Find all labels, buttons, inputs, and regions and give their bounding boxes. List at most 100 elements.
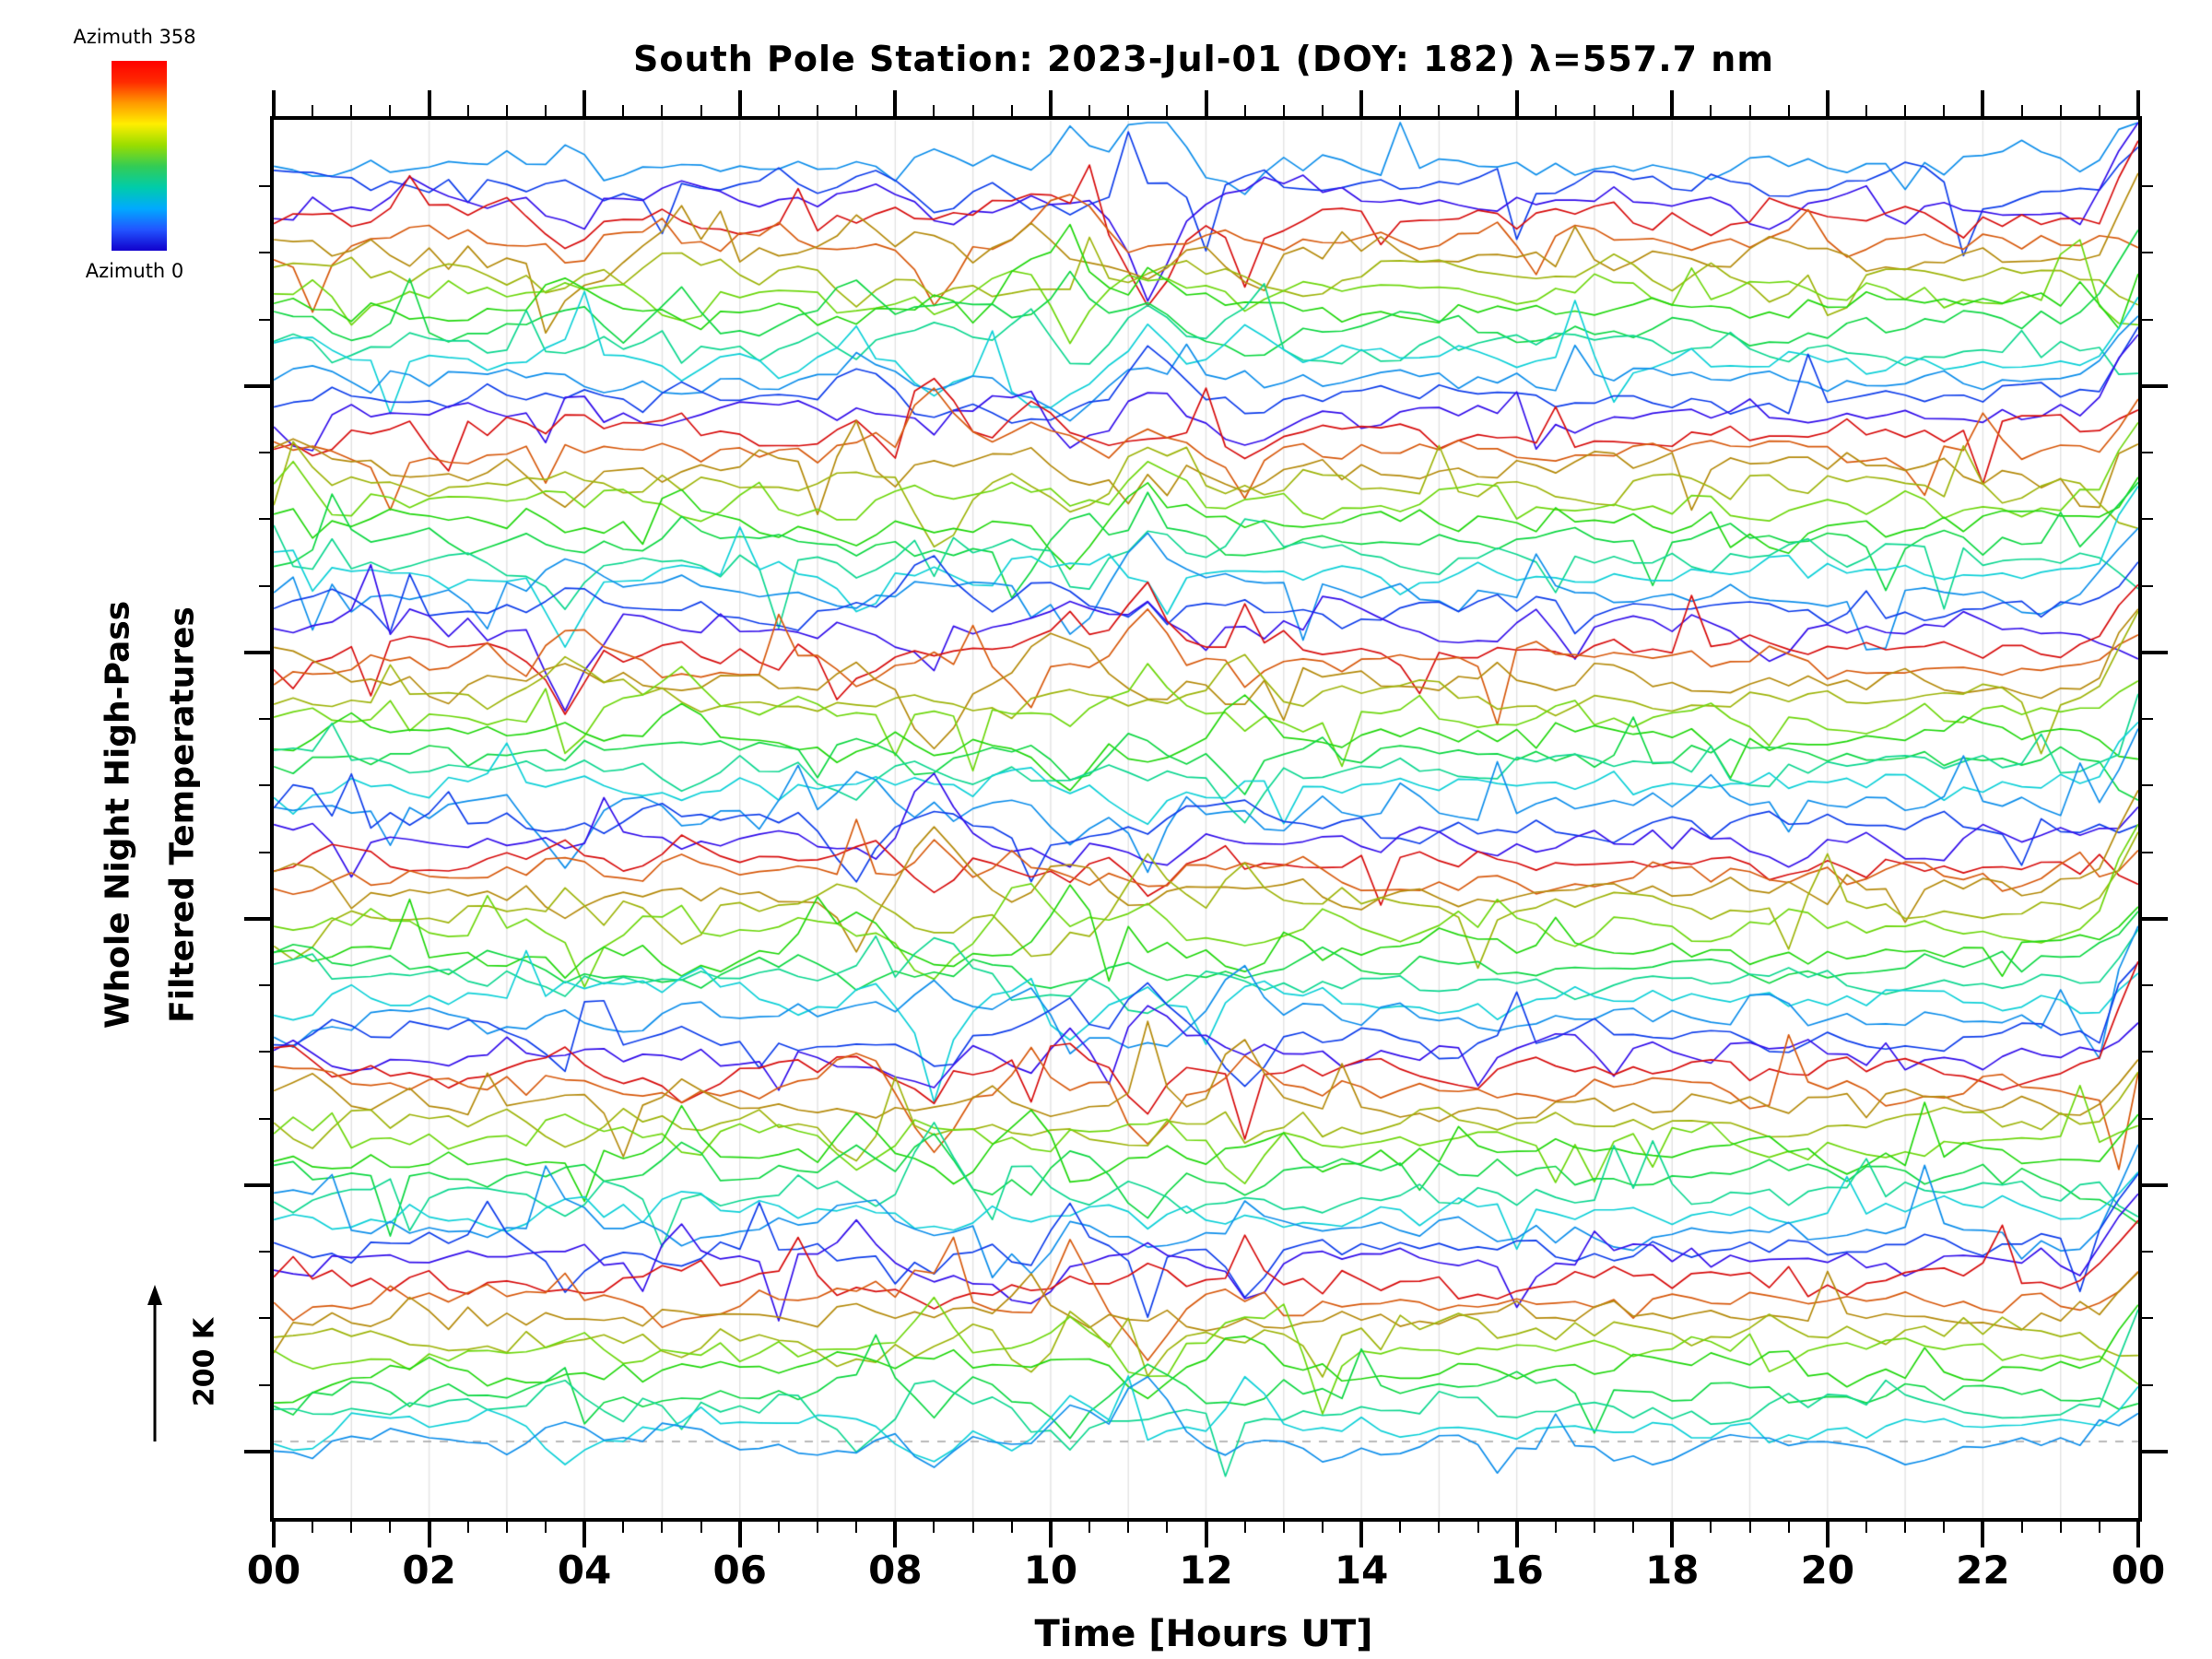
x-tick-label: 00 <box>2111 1547 2166 1593</box>
axis-tick <box>1127 105 1130 120</box>
x-tick-label: 10 <box>1023 1547 1078 1593</box>
axis-tick <box>1438 1518 1441 1533</box>
axis-tick <box>622 105 625 120</box>
axis-tick <box>1670 1518 1675 1547</box>
scale-marker-label: 200 K <box>188 1317 221 1407</box>
axis-tick <box>1048 1518 1053 1547</box>
axis-tick <box>1166 105 1169 120</box>
axis-tick <box>2138 1251 2153 1253</box>
axis-tick <box>1282 1518 1285 1533</box>
axis-tick <box>2020 105 2023 120</box>
axis-tick <box>971 105 974 120</box>
axis-tick <box>893 90 898 120</box>
axis-tick <box>1825 1518 1830 1547</box>
axis-tick <box>2098 105 2100 120</box>
axis-tick <box>505 1518 508 1533</box>
axis-tick <box>2138 252 2153 254</box>
axis-tick <box>1321 105 1324 120</box>
traces-canvas <box>274 120 2138 1518</box>
axis-tick <box>2020 1518 2023 1533</box>
axis-tick <box>737 1518 742 1547</box>
axis-tick <box>1399 1518 1402 1533</box>
y-axis-label-line2: Filtered Temperatures <box>163 606 202 1023</box>
axis-tick <box>350 105 353 120</box>
axis-tick <box>855 105 858 120</box>
axis-tick <box>2138 584 2153 587</box>
axis-tick <box>817 105 819 120</box>
axis-tick <box>1787 1518 1790 1533</box>
axis-tick <box>2138 185 2153 188</box>
axis-tick <box>244 383 274 388</box>
axis-tick <box>545 1518 547 1533</box>
axis-tick <box>1127 1518 1130 1533</box>
axis-tick <box>389 105 392 120</box>
axis-tick <box>312 1518 314 1533</box>
axis-tick <box>1204 1518 1208 1547</box>
axis-tick <box>1904 1518 1907 1533</box>
x-tick-label: 06 <box>712 1547 767 1593</box>
x-tick-label: 12 <box>1179 1547 1233 1593</box>
colorbar-bottom-label: Azimuth 0 <box>85 260 184 282</box>
axis-tick <box>1359 90 1364 120</box>
axis-tick <box>777 1518 780 1533</box>
axis-tick <box>1088 1518 1091 1533</box>
axis-tick <box>1166 1518 1169 1533</box>
axis-tick <box>244 1182 274 1187</box>
axis-tick <box>259 584 274 587</box>
axis-tick <box>1670 90 1675 120</box>
axis-tick <box>272 1518 276 1547</box>
axis-tick <box>2138 851 2153 853</box>
axis-tick <box>2138 383 2168 388</box>
axis-tick <box>1359 1518 1364 1547</box>
axis-tick <box>350 1518 353 1533</box>
axis-tick <box>259 252 274 254</box>
axis-tick <box>259 851 274 853</box>
axis-tick <box>1399 105 1402 120</box>
axis-tick <box>2059 1518 2062 1533</box>
axis-tick <box>1477 105 1479 120</box>
axis-tick <box>1593 1518 1595 1533</box>
axis-tick <box>700 105 702 120</box>
axis-tick <box>1748 105 1751 120</box>
axis-tick <box>259 1317 274 1320</box>
axis-tick <box>505 105 508 120</box>
axis-tick <box>2138 1317 2153 1320</box>
axis-tick <box>1514 90 1519 120</box>
axis-tick <box>1282 105 1285 120</box>
axis-tick <box>1243 105 1246 120</box>
axis-tick <box>259 1251 274 1253</box>
axis-tick <box>1204 90 1208 120</box>
axis-tick <box>259 1383 274 1386</box>
axis-tick <box>259 185 274 188</box>
axis-tick <box>1321 1518 1324 1533</box>
axis-tick <box>2138 984 2153 987</box>
axis-tick <box>700 1518 702 1533</box>
plot-area <box>244 90 2168 1547</box>
axis-tick <box>259 984 274 987</box>
x-tick-label: 16 <box>1489 1547 1544 1593</box>
axis-tick <box>661 1518 664 1533</box>
x-axis-title: Time [Hours UT] <box>1034 1613 1373 1655</box>
chart-title: South Pole Station: 2023-Jul-01 (DOY: 18… <box>633 39 1774 79</box>
axis-tick <box>1477 1518 1479 1533</box>
axis-tick <box>1010 105 1013 120</box>
axis-tick <box>1981 1518 1985 1547</box>
axis-tick <box>1748 1518 1751 1533</box>
axis-tick <box>1088 105 1091 120</box>
axis-tick <box>1243 1518 1246 1533</box>
axis-tick <box>622 1518 625 1533</box>
axis-tick <box>1904 105 1907 120</box>
axis-tick <box>933 105 935 120</box>
axis-tick <box>2138 318 2153 321</box>
axis-tick <box>1593 105 1595 120</box>
x-tick-label: 02 <box>402 1547 456 1593</box>
x-tick-labels: 00 02 04 06 08 10 12 14 16 18 20 22 00 <box>247 1547 2165 1603</box>
axis-tick <box>1865 1518 1867 1533</box>
axis-tick <box>2136 1518 2140 1547</box>
axis-tick <box>1943 1518 1946 1533</box>
axis-tick <box>2098 1518 2100 1533</box>
axis-tick <box>427 90 431 120</box>
axis-tick <box>312 105 314 120</box>
axis-tick <box>259 318 274 321</box>
axis-tick <box>427 1518 431 1547</box>
